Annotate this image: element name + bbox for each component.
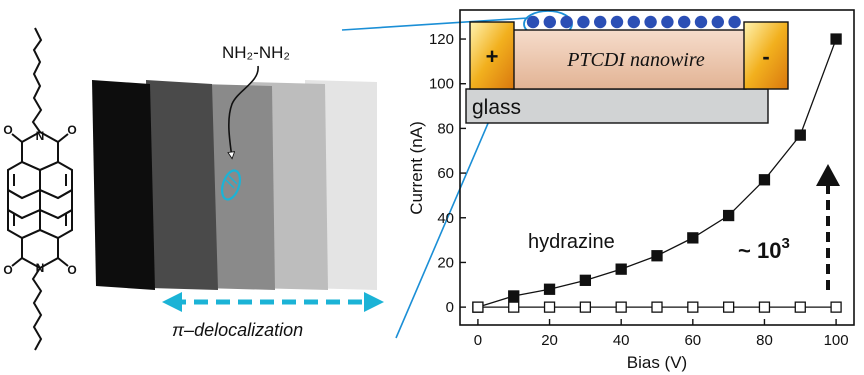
adsorbed-molecule-dot: [526, 15, 540, 29]
adsorbed-molecule-dot: [543, 15, 556, 29]
sheet-3: [200, 84, 275, 290]
data-point-filled: [830, 33, 842, 45]
x-tick-label: 80: [756, 332, 773, 349]
y-tick-label: 80: [437, 120, 454, 137]
y-tick-label: 60: [437, 165, 454, 182]
adsorbed-molecule-dot: [577, 15, 590, 29]
x-tick-label: 60: [684, 332, 701, 349]
adsorbed-molecule-dot: [678, 15, 691, 29]
electrode-positive: [469, 21, 515, 90]
device-inset: glass PTCDI nanowire + -: [465, 15, 789, 124]
y-tick-label: 20: [437, 254, 454, 271]
axis-tick-labels: 0 20 40 60 80 100 0 20 40 60 80 100 120: [429, 31, 849, 349]
series-label: hydrazine: [528, 231, 615, 253]
plot-series: [472, 33, 842, 313]
ratio-exponent: 3: [781, 235, 789, 252]
atom-label-o: O: [3, 123, 12, 137]
electrode-negative: [743, 21, 789, 90]
x-axis-label: Bias (V): [627, 353, 687, 372]
sheet-4: [146, 80, 218, 290]
axis-ticks: [460, 38, 837, 325]
adsorbed-molecule-dot: [694, 15, 708, 29]
data-point-open: [794, 301, 806, 313]
data-point-open: [687, 301, 699, 313]
plot-frame: [459, 9, 855, 326]
electrode-positive-label: +: [486, 44, 499, 69]
nanowire-label: PTCDI nanowire: [566, 49, 705, 71]
data-point-open: [830, 301, 842, 313]
atom-label-n: N: [36, 261, 45, 275]
adsorbed-molecule-dot: [560, 15, 573, 29]
adsorbed-molecule-dot: [594, 15, 607, 29]
nanowire: [511, 29, 747, 90]
atom-label-o: O: [67, 263, 76, 277]
data-point-filled: [651, 250, 663, 262]
x-tick-label: 20: [541, 332, 558, 349]
data-point-filled: [794, 129, 806, 141]
glass-label: glass: [472, 96, 521, 119]
delocalization-label: π–delocalization: [172, 320, 303, 340]
binding-arrow: [229, 65, 259, 158]
adsorbed-molecule-dot: [661, 15, 674, 29]
molecule-atom-labels: O N O O N O: [3, 123, 76, 277]
data-point-open: [722, 301, 735, 313]
data-point-filled: [579, 274, 592, 286]
adsorbed-molecule-dot: [644, 15, 657, 29]
data-point-open: [579, 301, 592, 313]
binding-site-highlight: [220, 169, 242, 201]
adsorbed-molecule-dot: [728, 15, 741, 29]
y-tick-label: 100: [429, 76, 454, 93]
hydrazine-formula: NH₂-NH₂: [222, 43, 290, 62]
adsorbed-molecule-dot: [627, 15, 640, 29]
x-tick-label: 100: [824, 332, 849, 349]
data-point-open: [758, 301, 771, 313]
adsorbed-molecule-dot: [610, 15, 624, 29]
y-tick-label: 120: [429, 31, 454, 48]
data-point-filled: [508, 290, 520, 302]
adsorbed-molecule-dot: [711, 15, 724, 29]
adsorbed-molecules: [526, 15, 741, 29]
atom-label-o: O: [67, 123, 76, 137]
data-point-filled: [687, 232, 699, 244]
data-point-open: [508, 301, 520, 313]
ratio-prefix: ~ 10: [738, 238, 781, 263]
data-point-open: [651, 301, 663, 313]
molecular-sheet-stack: [92, 80, 377, 290]
atom-label-n: N: [36, 129, 45, 143]
binding-site-molecule: [225, 175, 238, 189]
atom-label-o: O: [3, 263, 12, 277]
ptcdi-molecule: [7, 27, 73, 351]
data-point-filled: [615, 263, 627, 275]
ratio-arrow-head: [816, 164, 840, 186]
data-point-open: [472, 301, 484, 313]
data-point-filled: [543, 283, 556, 295]
data-point-filled: [722, 209, 735, 222]
y-tick-label: 40: [437, 210, 454, 227]
data-point-open: [543, 301, 556, 313]
x-tick-label: 40: [613, 332, 630, 349]
x-tick-label: 0: [474, 332, 482, 349]
zoom-line-top: [341, 17, 529, 31]
sheet-5: [92, 80, 155, 290]
data-point-filled: [758, 174, 771, 186]
y-tick-label: 0: [446, 299, 454, 316]
data-point-open: [615, 301, 627, 313]
y-axis-label: Current (nA): [407, 121, 426, 215]
electrode-negative-label: -: [762, 44, 769, 69]
ratio-annotation: ~ 103: [738, 235, 790, 263]
